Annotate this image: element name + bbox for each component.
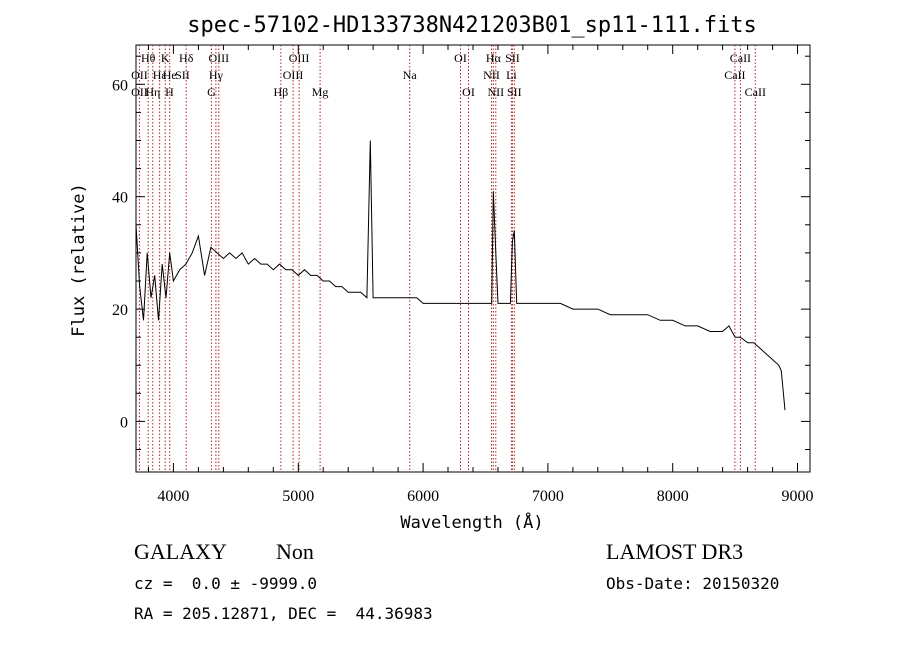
line-label: OII [131,85,148,99]
line-label: SII [175,68,190,82]
line-label: CaII [745,85,766,99]
x-tick-label: 4000 [157,488,189,505]
line-label: Hβ [274,85,289,99]
line-label: SII [507,85,522,99]
line-label: NII [487,85,504,99]
line-label: OII [131,68,148,82]
obs-date-text: Obs-Date: 20150320 [606,574,779,593]
line-label: K [161,51,170,65]
x-axis: 4000 5000 6000 7000 8000 9000 [148,45,814,505]
line-label: OI [454,51,467,65]
class-label: GALAXY [134,539,227,564]
line-label: CaII [724,68,745,82]
subclass-label: Non [276,539,314,564]
line-label: Hη [145,85,160,99]
line-label: Hδ [179,51,194,65]
x-axis-label: Wavelength (Å) [400,511,543,533]
x-tick-label: 7000 [532,488,564,505]
x-tick-label: 9000 [782,488,814,505]
line-label: OIII [289,51,310,65]
x-tick-label: 6000 [407,488,439,505]
y-tick-label: 60 [112,77,128,94]
line-label: G [207,85,216,99]
coordinates-text: RA = 205.12871, DEC = 44.36983 [134,604,433,623]
y-axis: 0 20 40 60 [112,55,810,450]
line-label: Hθ [141,51,156,65]
line-label: He [163,68,177,82]
line-label: Hε [153,68,167,82]
y-axis-label: Flux (relative) [69,183,89,337]
line-label: OI [462,85,475,99]
line-label: CaII [730,51,751,65]
chart-title: spec-57102-HD133738N421203B01_sp11-111.f… [187,13,757,38]
survey-label: LAMOST DR3 [606,539,743,564]
y-tick-label: 20 [112,302,128,319]
line-label: Li [506,68,517,82]
line-label: H [165,85,174,99]
line-label: NII [483,68,500,82]
line-label: Mg [312,85,329,99]
plot-area: OII OII Hθ Hε Hη K He H Hδ SII OIII Hγ G OIII OIII Hβ Mg… [131,44,811,473]
redshift-text: cz = 0.0 ± -9999.0 [134,574,317,593]
y-tick-label: 0 [120,414,128,431]
line-label-group: OII OII Hθ Hε Hη K He H Hδ SII OIII Hγ G OIII OIII Hβ Mg… [131,51,766,99]
line-label: OIII [283,68,304,82]
x-tick-label: 8000 [657,488,689,505]
spectrum-line [135,140,786,411]
line-label: OIII [208,51,229,65]
line-label: Hα [486,51,502,65]
line-label: Hγ [209,68,224,82]
x-tick-label: 5000 [282,488,314,505]
line-label: SII [505,51,520,65]
y-tick-label: 40 [112,190,128,207]
plot-frame [135,44,811,473]
line-label: Na [403,68,418,82]
line-marker-group [138,45,756,472]
